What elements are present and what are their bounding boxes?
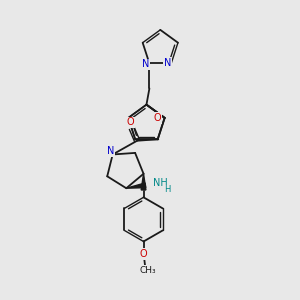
- Text: CH₃: CH₃: [140, 266, 156, 275]
- Text: N: N: [142, 59, 150, 69]
- Text: O: O: [140, 249, 147, 259]
- Text: N: N: [164, 58, 171, 68]
- Polygon shape: [126, 183, 146, 188]
- Text: NH: NH: [153, 178, 168, 188]
- Text: H: H: [165, 185, 171, 194]
- Text: O: O: [154, 113, 161, 123]
- Polygon shape: [141, 174, 146, 190]
- Text: N: N: [106, 146, 114, 156]
- Text: O: O: [127, 118, 134, 128]
